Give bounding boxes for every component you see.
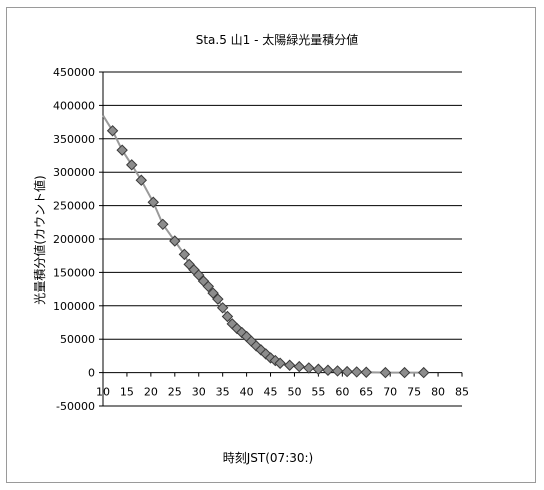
x-tick-label: 80 <box>431 386 445 399</box>
y-tick-label: 100000 <box>53 300 95 313</box>
data-point <box>274 357 286 369</box>
x-tick-label: 40 <box>240 386 254 399</box>
data-point <box>193 269 205 281</box>
data-point <box>106 125 119 137</box>
data-point <box>126 159 138 171</box>
y-tick-label: 350000 <box>53 133 95 146</box>
x-tick-label: 35 <box>216 386 230 399</box>
data-point <box>293 360 305 373</box>
data-point <box>212 293 224 305</box>
data-point <box>350 366 363 378</box>
y-tick-label: 450000 <box>53 66 95 79</box>
data-point <box>303 362 315 374</box>
x-axis-label: 時刻JST(07:30:) <box>223 451 313 465</box>
x-tick-label: 70 <box>383 386 397 399</box>
y-tick-label: 200000 <box>53 233 95 246</box>
x-tick-label: 20 <box>144 386 158 399</box>
y-tick-label: 300000 <box>53 166 95 179</box>
data-point <box>135 174 148 186</box>
x-tick-label: 60 <box>335 386 349 399</box>
data-point <box>331 365 344 377</box>
data-point <box>147 196 159 208</box>
data-point <box>169 235 181 247</box>
data-point <box>178 248 191 261</box>
x-tick-label: 65 <box>359 386 373 399</box>
data-point <box>360 366 372 378</box>
data-point <box>312 363 325 375</box>
x-tick-label: 45 <box>264 386 278 399</box>
data-point <box>202 280 215 293</box>
y-tick-label: 150000 <box>53 266 95 279</box>
x-tick-label: 85 <box>455 386 469 399</box>
axes: -50000 0 50000 100000 150000 200000 250000 3000… <box>53 66 469 413</box>
data-point <box>157 218 169 231</box>
x-tick-label: 25 <box>168 386 182 399</box>
series-line <box>102 114 424 374</box>
data-point <box>379 366 392 379</box>
gridlines <box>103 71 462 407</box>
y-tick-label: 0 <box>88 367 95 380</box>
data-point <box>398 366 411 379</box>
x-tick-label: 55 <box>311 386 325 399</box>
x-tick-label: 15 <box>120 386 134 399</box>
x-tick-label: 30 <box>192 386 206 399</box>
x-tick-label: 50 <box>287 386 301 399</box>
data-point <box>417 366 430 379</box>
chart-title: Sta.5 山1 - 太陽緑光量積分値 <box>196 32 359 47</box>
y-tick-label: -50000 <box>56 400 95 413</box>
data-points <box>106 125 430 379</box>
data-point <box>283 359 296 371</box>
y-tick-label: 400000 <box>53 99 95 112</box>
data-point <box>341 365 353 378</box>
y-axis-label: 光量積分値(カウント値) <box>32 175 47 304</box>
y-tick-label: 250000 <box>53 200 95 213</box>
trend-line <box>102 114 424 374</box>
chart-frame <box>6 7 536 483</box>
x-tick-label: 75 <box>407 386 421 399</box>
data-point <box>207 287 219 299</box>
x-tick-label: 10 <box>96 386 110 399</box>
data-point <box>216 302 229 314</box>
data-point <box>221 310 234 323</box>
y-tick-label: 50000 <box>60 333 95 346</box>
data-point <box>322 364 334 376</box>
data-point <box>116 144 128 156</box>
